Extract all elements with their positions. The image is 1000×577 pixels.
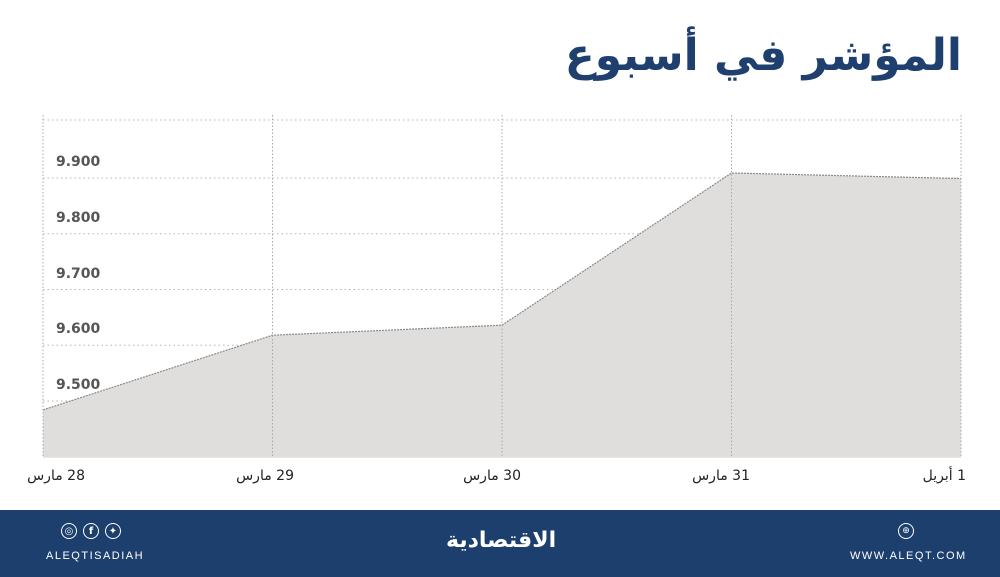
twitter-icon[interactable]: ✦ bbox=[105, 523, 121, 539]
globe-icon: ⊕ bbox=[898, 523, 914, 539]
social-handle: ALEQTISADIAH bbox=[46, 550, 145, 562]
y-tick-label: 9.600 bbox=[56, 321, 101, 338]
y-tick-label: 9.900 bbox=[56, 154, 101, 170]
vertical-gridlines bbox=[42, 115, 962, 457]
chart-title: المؤشر في أسبوع bbox=[564, 30, 962, 81]
x-tick-label: 30 مارس bbox=[463, 468, 521, 484]
x-tick-label: 1 أبريل bbox=[922, 468, 966, 484]
social-links: ◎ f ✦ bbox=[61, 523, 121, 539]
x-tick-label: 31 مارس bbox=[692, 468, 750, 484]
brand-logo: الاقتصادية bbox=[446, 528, 557, 553]
x-tick-label: 28 مارس bbox=[27, 468, 85, 484]
area-chart bbox=[42, 115, 962, 458]
website-link[interactable]: WWW.ALEQT.COM bbox=[850, 550, 967, 562]
instagram-icon[interactable]: ◎ bbox=[61, 523, 77, 539]
y-tick-label: 9.700 bbox=[56, 265, 101, 282]
x-tick-label: 29 مارس bbox=[236, 468, 294, 484]
facebook-icon[interactable]: f bbox=[83, 523, 99, 539]
footer: ◎ f ✦ ALEQTISADIAH الاقتصادية ⊕ WWW.ALEQ… bbox=[0, 510, 1000, 577]
y-tick-label: 9.500 bbox=[56, 377, 101, 393]
y-tick-label: 9.800 bbox=[56, 209, 101, 226]
